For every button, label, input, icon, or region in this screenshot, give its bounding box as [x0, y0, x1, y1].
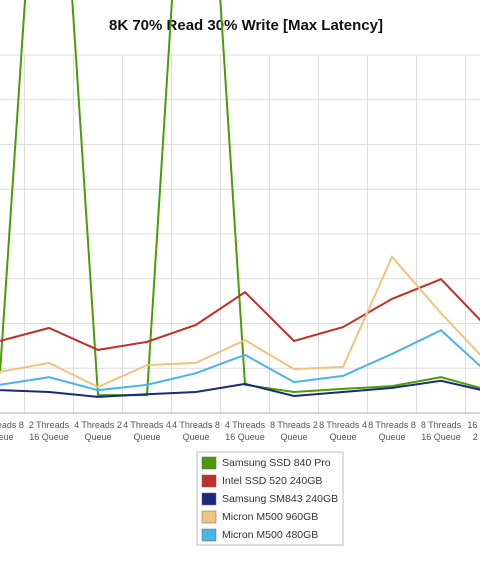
legend-swatch	[201, 474, 217, 488]
legend-label: Micron M500 480GB	[222, 529, 318, 541]
x-tick-label: 8 Threads 8 Queue	[368, 420, 416, 442]
legend-label: Intel SSD 520 240GB	[222, 475, 322, 487]
legend-swatch	[201, 510, 217, 524]
legend-label: Samsung SSD 840 Pro	[222, 457, 331, 469]
x-tick-label: 16 Threads 2 Queue	[467, 420, 480, 442]
x-tick-label: 4 Threads 8 Queue	[172, 420, 220, 442]
series-line	[0, 0, 480, 397]
x-tick-label: 8 Threads 4 Queue	[319, 420, 367, 442]
x-tick-label: 2 Threads 8 Queue	[0, 420, 24, 442]
legend-swatch	[201, 492, 217, 506]
series-line	[0, 329, 480, 392]
x-tick-label: 4 Threads 2 Queue	[74, 420, 122, 442]
legend-label: Samsung SM843 240GB	[222, 493, 338, 505]
x-tick-label: 2 Threads 16 Queue	[28, 420, 70, 442]
x-tick-label: 8 Threads 16 Queue	[420, 420, 462, 442]
legend-label: Micron M500 960GB	[222, 511, 318, 523]
series-line	[0, 254, 480, 389]
series-line	[0, 379, 480, 398]
series-line	[0, 278, 480, 351]
legend-swatch	[201, 528, 217, 542]
vertical-grid	[0, 54, 480, 414]
x-tick-label: 8 Threads 2 Queue	[270, 420, 318, 442]
x-tick-label: 4 Threads 4 Queue	[123, 420, 171, 442]
legend-box	[196, 451, 344, 546]
x-tick-label: 4 Threads 16 Queue	[224, 420, 266, 442]
chart-title: 8K 70% Read 30% Write [Max Latency]	[109, 17, 383, 34]
legend-swatch	[201, 456, 217, 470]
